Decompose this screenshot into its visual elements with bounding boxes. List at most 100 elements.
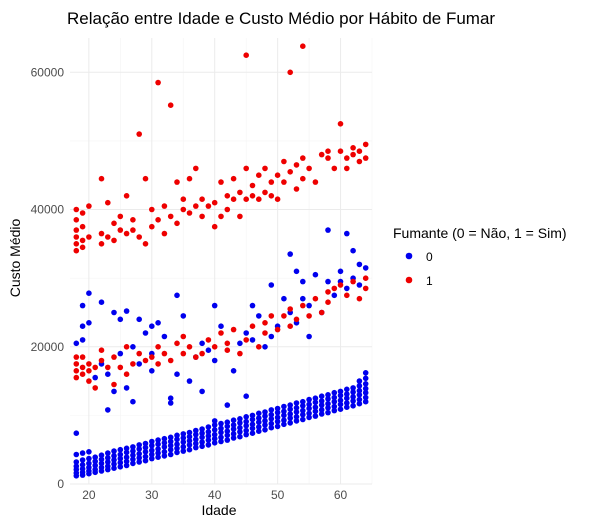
data-point-0	[287, 402, 294, 408]
data-point-0	[306, 401, 312, 408]
data-point-1	[111, 220, 117, 227]
x-tick-label: 60	[334, 488, 348, 502]
data-point-0	[255, 410, 262, 417]
data-point-0	[344, 386, 350, 393]
data-point-0	[337, 406, 344, 413]
data-point-0	[86, 460, 92, 467]
data-point-0	[300, 295, 306, 302]
data-point-1	[362, 285, 369, 292]
data-point-0	[274, 423, 281, 430]
x-tick-label: 30	[145, 488, 159, 502]
data-point-1	[79, 223, 86, 230]
data-point-1	[79, 210, 86, 216]
data-point-0	[92, 466, 98, 473]
data-point-1	[180, 196, 187, 202]
data-point-0	[268, 333, 275, 340]
data-point-1	[193, 354, 199, 360]
data-point-1	[262, 189, 268, 196]
data-point-0	[167, 451, 174, 458]
data-point-0	[186, 378, 193, 384]
data-point-0	[155, 446, 161, 452]
data-point-0	[331, 407, 338, 414]
data-point-1	[325, 148, 331, 154]
data-point-0	[255, 424, 262, 430]
data-point-0	[149, 438, 155, 445]
data-point-0	[344, 400, 350, 406]
data-point-0	[199, 388, 205, 395]
data-point-1	[174, 340, 180, 347]
data-point-0	[167, 446, 174, 453]
data-point-0	[268, 407, 275, 413]
data-point-0	[92, 458, 98, 465]
x-tick-label: 50	[271, 488, 285, 502]
data-point-0	[111, 453, 117, 459]
data-point-1	[362, 155, 369, 161]
data-point-0	[149, 447, 155, 454]
axes: 20 30 40 50 60 0 20000 40000 60000	[31, 65, 348, 502]
data-point-1	[98, 241, 105, 247]
x-tick-label: 40	[208, 488, 222, 502]
data-point-0	[262, 418, 268, 424]
chart-title: Relação entre Idade e Custo Médio por Há…	[67, 9, 495, 28]
data-point-0	[130, 456, 136, 463]
data-point-0	[274, 409, 281, 416]
data-point-0	[136, 361, 142, 367]
data-point-0	[111, 309, 117, 316]
data-point-0	[293, 414, 300, 420]
data-point-0	[249, 412, 256, 419]
data-point-1	[149, 223, 155, 230]
data-point-0	[149, 442, 155, 449]
data-point-1	[73, 247, 80, 254]
y-tick-label: 0	[57, 477, 64, 491]
data-point-1	[274, 326, 281, 333]
data-point-1	[149, 206, 155, 213]
data-point-0	[186, 446, 193, 453]
data-point-1	[79, 364, 86, 371]
data-point-0	[161, 333, 168, 340]
data-point-1	[167, 357, 174, 364]
data-point-0	[123, 445, 130, 452]
grid	[70, 38, 373, 485]
data-point-0	[268, 424, 275, 431]
data-point-1	[249, 182, 256, 189]
data-point-1	[337, 121, 344, 127]
data-point-0	[300, 411, 306, 418]
data-point-0	[180, 448, 187, 454]
data-point-0	[205, 433, 212, 439]
data-point-0	[117, 451, 124, 458]
data-point-1	[73, 217, 80, 223]
data-point-0	[243, 431, 249, 438]
data-point-0	[199, 426, 205, 432]
data-point-0	[230, 435, 237, 441]
data-point-1	[193, 203, 199, 209]
data-point-0	[149, 323, 155, 330]
data-point-0	[117, 350, 124, 357]
data-point-1	[123, 344, 130, 350]
data-point-0	[350, 398, 356, 404]
data-point-0	[300, 398, 306, 405]
data-point-0	[98, 456, 105, 463]
data-point-0	[111, 461, 117, 467]
data-point-1	[350, 145, 356, 151]
data-point-1	[73, 206, 80, 213]
data-point-0	[79, 323, 86, 330]
data-point-0	[130, 398, 136, 405]
data-point-1	[199, 196, 205, 202]
data-point-1	[218, 179, 224, 185]
data-point-1	[211, 199, 218, 206]
data-point-0	[255, 313, 262, 319]
data-point-0	[167, 434, 174, 441]
data-point-0	[325, 396, 331, 402]
data-point-0	[362, 385, 369, 392]
data-points	[73, 43, 369, 479]
data-point-1	[356, 158, 363, 165]
data-point-0	[230, 368, 237, 374]
data-point-1	[300, 155, 306, 161]
data-point-1	[142, 357, 149, 364]
data-point-0	[224, 432, 231, 439]
data-point-0	[130, 448, 136, 454]
data-point-0	[281, 417, 287, 424]
y-tick-label: 60000	[31, 65, 65, 79]
data-point-0	[306, 410, 312, 417]
data-point-0	[142, 330, 149, 336]
